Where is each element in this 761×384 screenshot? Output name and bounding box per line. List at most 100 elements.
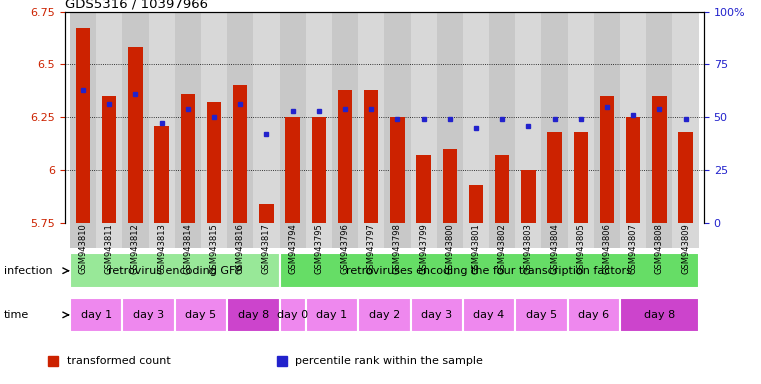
Bar [279,298,306,332]
Bar [70,298,123,332]
Bar [646,12,673,223]
Bar [469,185,483,223]
Bar [515,223,542,248]
Bar [568,223,594,248]
Bar [620,12,646,223]
Text: GSM943817: GSM943817 [262,223,271,274]
Text: day 1: day 1 [81,310,112,320]
Bar [652,96,667,223]
Bar [384,12,410,223]
Text: retrovirus encoding GFP: retrovirus encoding GFP [107,266,242,276]
Bar [260,204,274,223]
Text: GSM943795: GSM943795 [314,223,323,274]
Bar [285,117,300,223]
Bar [148,223,175,248]
Bar [207,102,221,223]
Text: day 6: day 6 [578,310,610,320]
Bar [410,12,437,223]
Text: day 5: day 5 [526,310,557,320]
Bar [678,132,693,223]
Bar [600,96,614,223]
Text: day 2: day 2 [368,310,400,320]
Bar [410,223,437,248]
Bar [358,12,384,223]
Text: GSM943805: GSM943805 [576,223,585,274]
Text: day 3: day 3 [133,310,164,320]
Bar [495,155,509,223]
Bar [358,223,384,248]
Bar [123,12,148,223]
Text: GSM943815: GSM943815 [209,223,218,274]
Bar [175,12,201,223]
Bar [76,28,91,223]
Text: GSM943816: GSM943816 [236,223,245,274]
Bar [410,298,463,332]
Bar [180,94,195,223]
Bar [102,96,116,223]
Text: day 3: day 3 [421,310,452,320]
Bar [416,155,431,223]
Bar [227,298,279,332]
Text: GSM943801: GSM943801 [472,223,480,274]
Bar [233,85,247,223]
Bar [437,12,463,223]
Text: GSM943808: GSM943808 [655,223,664,274]
Text: day 8: day 8 [237,310,269,320]
Bar [96,12,123,223]
Bar [175,298,227,332]
Text: GSM943806: GSM943806 [603,223,612,274]
Bar [306,298,358,332]
Bar [279,253,699,288]
Bar [279,223,306,248]
Bar [70,253,279,288]
Text: GSM943811: GSM943811 [105,223,113,274]
Text: GSM943807: GSM943807 [629,223,638,274]
Bar [227,12,253,223]
Bar [148,12,175,223]
Bar [175,223,201,248]
Text: percentile rank within the sample: percentile rank within the sample [295,356,483,366]
Bar [154,126,169,223]
Bar [123,223,148,248]
Bar [515,298,568,332]
Text: GSM943810: GSM943810 [78,223,88,274]
Text: time: time [4,310,29,320]
Bar [338,90,352,223]
Bar [201,223,227,248]
Bar [128,47,142,223]
Bar [332,223,358,248]
Bar [574,132,588,223]
Bar [594,12,620,223]
Bar [463,12,489,223]
Bar [311,117,326,223]
Text: transformed count: transformed count [67,356,170,366]
Bar [547,132,562,223]
Bar [515,12,542,223]
Text: GDS5316 / 10397966: GDS5316 / 10397966 [65,0,208,10]
Bar [96,223,123,248]
Text: GSM943803: GSM943803 [524,223,533,274]
Text: GSM943804: GSM943804 [550,223,559,274]
Bar [70,12,96,223]
Text: day 8: day 8 [644,310,675,320]
Text: GSM943794: GSM943794 [288,223,297,274]
Text: GSM943802: GSM943802 [498,223,507,274]
Bar [626,117,641,223]
Text: GSM943812: GSM943812 [131,223,140,274]
Bar [437,223,463,248]
Bar [390,117,405,223]
Bar [70,223,96,248]
Bar [358,298,410,332]
Text: infection: infection [4,266,53,276]
Bar [306,223,332,248]
Text: day 4: day 4 [473,310,505,320]
Text: day 0: day 0 [277,310,308,320]
Bar [620,223,646,248]
Bar [201,12,227,223]
Bar [673,12,699,223]
Text: GSM943797: GSM943797 [367,223,376,274]
Bar [620,298,699,332]
Bar [227,223,253,248]
Bar [568,298,620,332]
Bar [489,12,515,223]
